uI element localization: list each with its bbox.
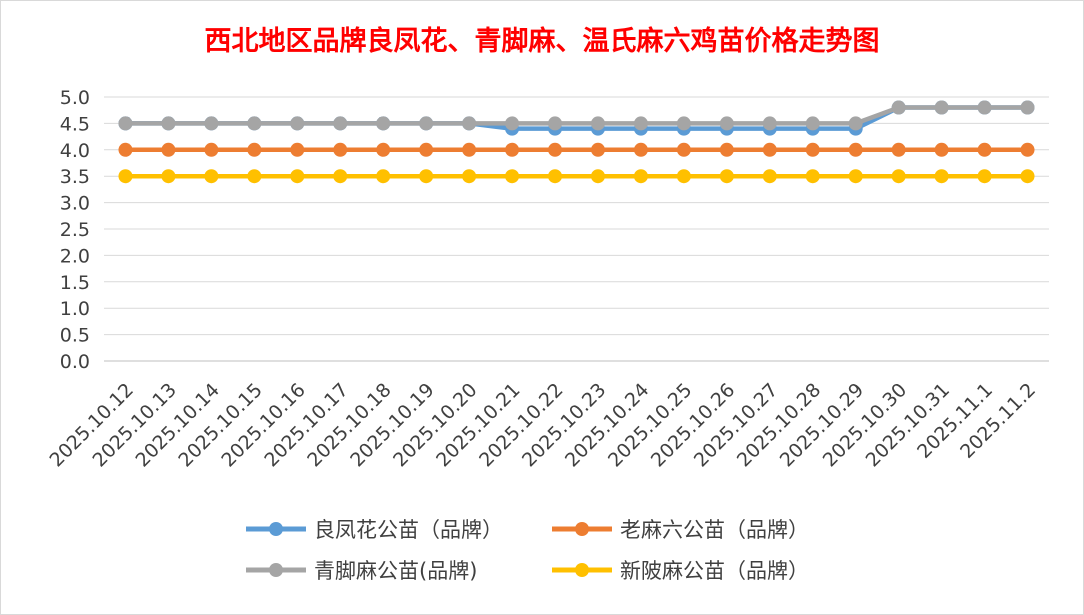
data-point: [805, 116, 820, 131]
data-point: [848, 169, 863, 184]
data-point: [333, 142, 348, 157]
data-point: [462, 169, 477, 184]
data-point: [977, 100, 992, 115]
data-point: [161, 169, 176, 184]
data-point: [505, 169, 520, 184]
legend-entry: 良凤花公苗（品牌）: [246, 518, 503, 542]
data-point: [590, 142, 605, 157]
data-point: [247, 116, 262, 131]
data-point: [719, 142, 734, 157]
series-3: [118, 169, 1035, 184]
data-point: [805, 142, 820, 157]
data-point: [934, 100, 949, 115]
data-point: [376, 169, 391, 184]
data-point: [590, 116, 605, 131]
data-point: [419, 169, 434, 184]
legend-swatch-marker: [575, 563, 589, 577]
data-point: [891, 100, 906, 115]
data-point: [290, 169, 305, 184]
series-2: [118, 100, 1035, 131]
data-point: [333, 169, 348, 184]
legend: 良凤花公苗（品牌） 老麻六公苗（品牌） 青脚麻公苗(品牌) 新陂麻公苗（品牌）: [246, 518, 809, 583]
y-tick-label: 4.0: [60, 140, 90, 162]
legend-label: 新陂麻公苗（品牌）: [620, 559, 809, 583]
legend-entry: 老麻六公苗（品牌）: [552, 518, 809, 542]
data-point: [505, 142, 520, 157]
legend-label: 青脚麻公苗(品牌): [314, 559, 477, 583]
data-point: [161, 116, 176, 131]
data-point: [204, 116, 219, 131]
y-tick-label: 3.0: [60, 193, 90, 215]
data-point: [419, 142, 434, 157]
series-lines: [118, 100, 1035, 184]
legend-entry: 青脚麻公苗(品牌): [246, 559, 477, 583]
data-point: [977, 169, 992, 184]
data-point: [676, 142, 691, 157]
data-point: [848, 116, 863, 131]
data-point: [419, 116, 434, 131]
data-point: [1020, 142, 1035, 157]
data-point: [848, 142, 863, 157]
chart-title: 西北地区品牌良凤花、青脚麻、温氏麻六鸡苗价格走势图: [205, 25, 880, 57]
y-tick-label: 0.5: [60, 325, 90, 347]
y-tick-label: 5.0: [60, 87, 90, 109]
data-point: [548, 116, 563, 131]
data-point: [934, 169, 949, 184]
data-point: [548, 142, 563, 157]
data-point: [762, 142, 777, 157]
data-point: [462, 142, 477, 157]
data-point: [290, 116, 305, 131]
data-point: [891, 142, 906, 157]
data-point: [719, 169, 734, 184]
data-point: [247, 169, 262, 184]
legend-label: 良凤花公苗（品牌）: [314, 518, 503, 542]
data-point: [548, 169, 563, 184]
data-point: [376, 116, 391, 131]
y-tick-label: 2.5: [60, 219, 90, 241]
data-point: [204, 142, 219, 157]
data-point: [204, 169, 219, 184]
series-1: [118, 142, 1035, 157]
data-point: [891, 169, 906, 184]
legend-swatch-marker: [575, 522, 589, 536]
data-point: [118, 169, 133, 184]
legend-entry: 新陂麻公苗（品牌）: [552, 559, 809, 583]
y-axis-ticks: 0.0 0.5 1.0 1.5 2.0 2.5 3.0 3.5 4.0 4.5 5.0: [60, 87, 90, 373]
legend-swatch-marker: [269, 522, 283, 536]
data-point: [290, 142, 305, 157]
y-tick-label: 1.0: [60, 298, 90, 320]
data-point: [505, 116, 520, 131]
data-point: [118, 116, 133, 131]
data-point: [633, 169, 648, 184]
y-tick-label: 2.0: [60, 245, 90, 267]
data-point: [676, 116, 691, 131]
data-point: [805, 169, 820, 184]
series-line: [125, 105, 1028, 126]
data-point: [590, 169, 605, 184]
data-point: [719, 116, 734, 131]
legend-swatch-marker: [269, 563, 283, 577]
data-point: [462, 116, 477, 131]
data-point: [977, 142, 992, 157]
y-tick-label: 4.5: [60, 113, 90, 135]
data-point: [333, 116, 348, 131]
y-tick-label: 1.5: [60, 272, 90, 294]
data-point: [762, 169, 777, 184]
data-point: [118, 142, 133, 157]
y-tick-label: 3.5: [60, 166, 90, 188]
data-point: [1020, 169, 1035, 184]
data-point: [161, 142, 176, 157]
y-tick-label: 0.0: [60, 351, 90, 373]
data-point: [676, 169, 691, 184]
data-point: [247, 142, 262, 157]
data-point: [376, 142, 391, 157]
data-point: [762, 116, 777, 131]
data-point: [1020, 100, 1035, 115]
legend-label: 老麻六公苗（品牌）: [620, 518, 809, 542]
data-point: [633, 142, 648, 157]
data-point: [633, 116, 648, 131]
data-point: [934, 142, 949, 157]
